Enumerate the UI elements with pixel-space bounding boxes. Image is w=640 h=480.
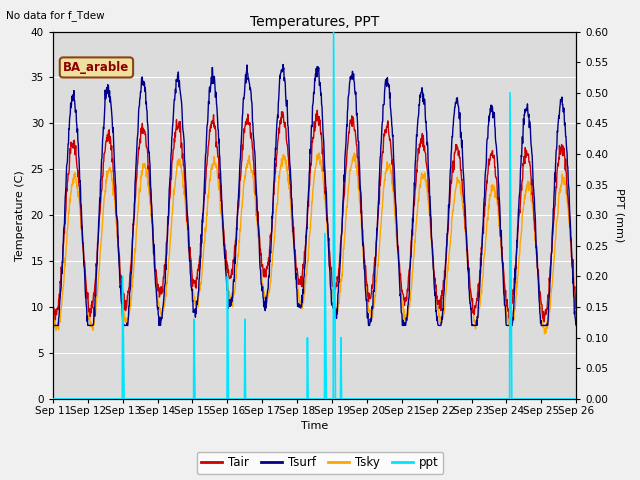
Text: BA_arable: BA_arable: [63, 61, 129, 74]
X-axis label: Time: Time: [301, 421, 328, 432]
Y-axis label: PPT (mm): PPT (mm): [615, 188, 625, 242]
Legend: Tair, Tsurf, Tsky, ppt: Tair, Tsurf, Tsky, ppt: [196, 452, 444, 474]
Y-axis label: Temperature (C): Temperature (C): [15, 170, 25, 261]
Title: Temperatures, PPT: Temperatures, PPT: [250, 15, 379, 29]
Text: No data for f_Tdew: No data for f_Tdew: [6, 10, 105, 21]
